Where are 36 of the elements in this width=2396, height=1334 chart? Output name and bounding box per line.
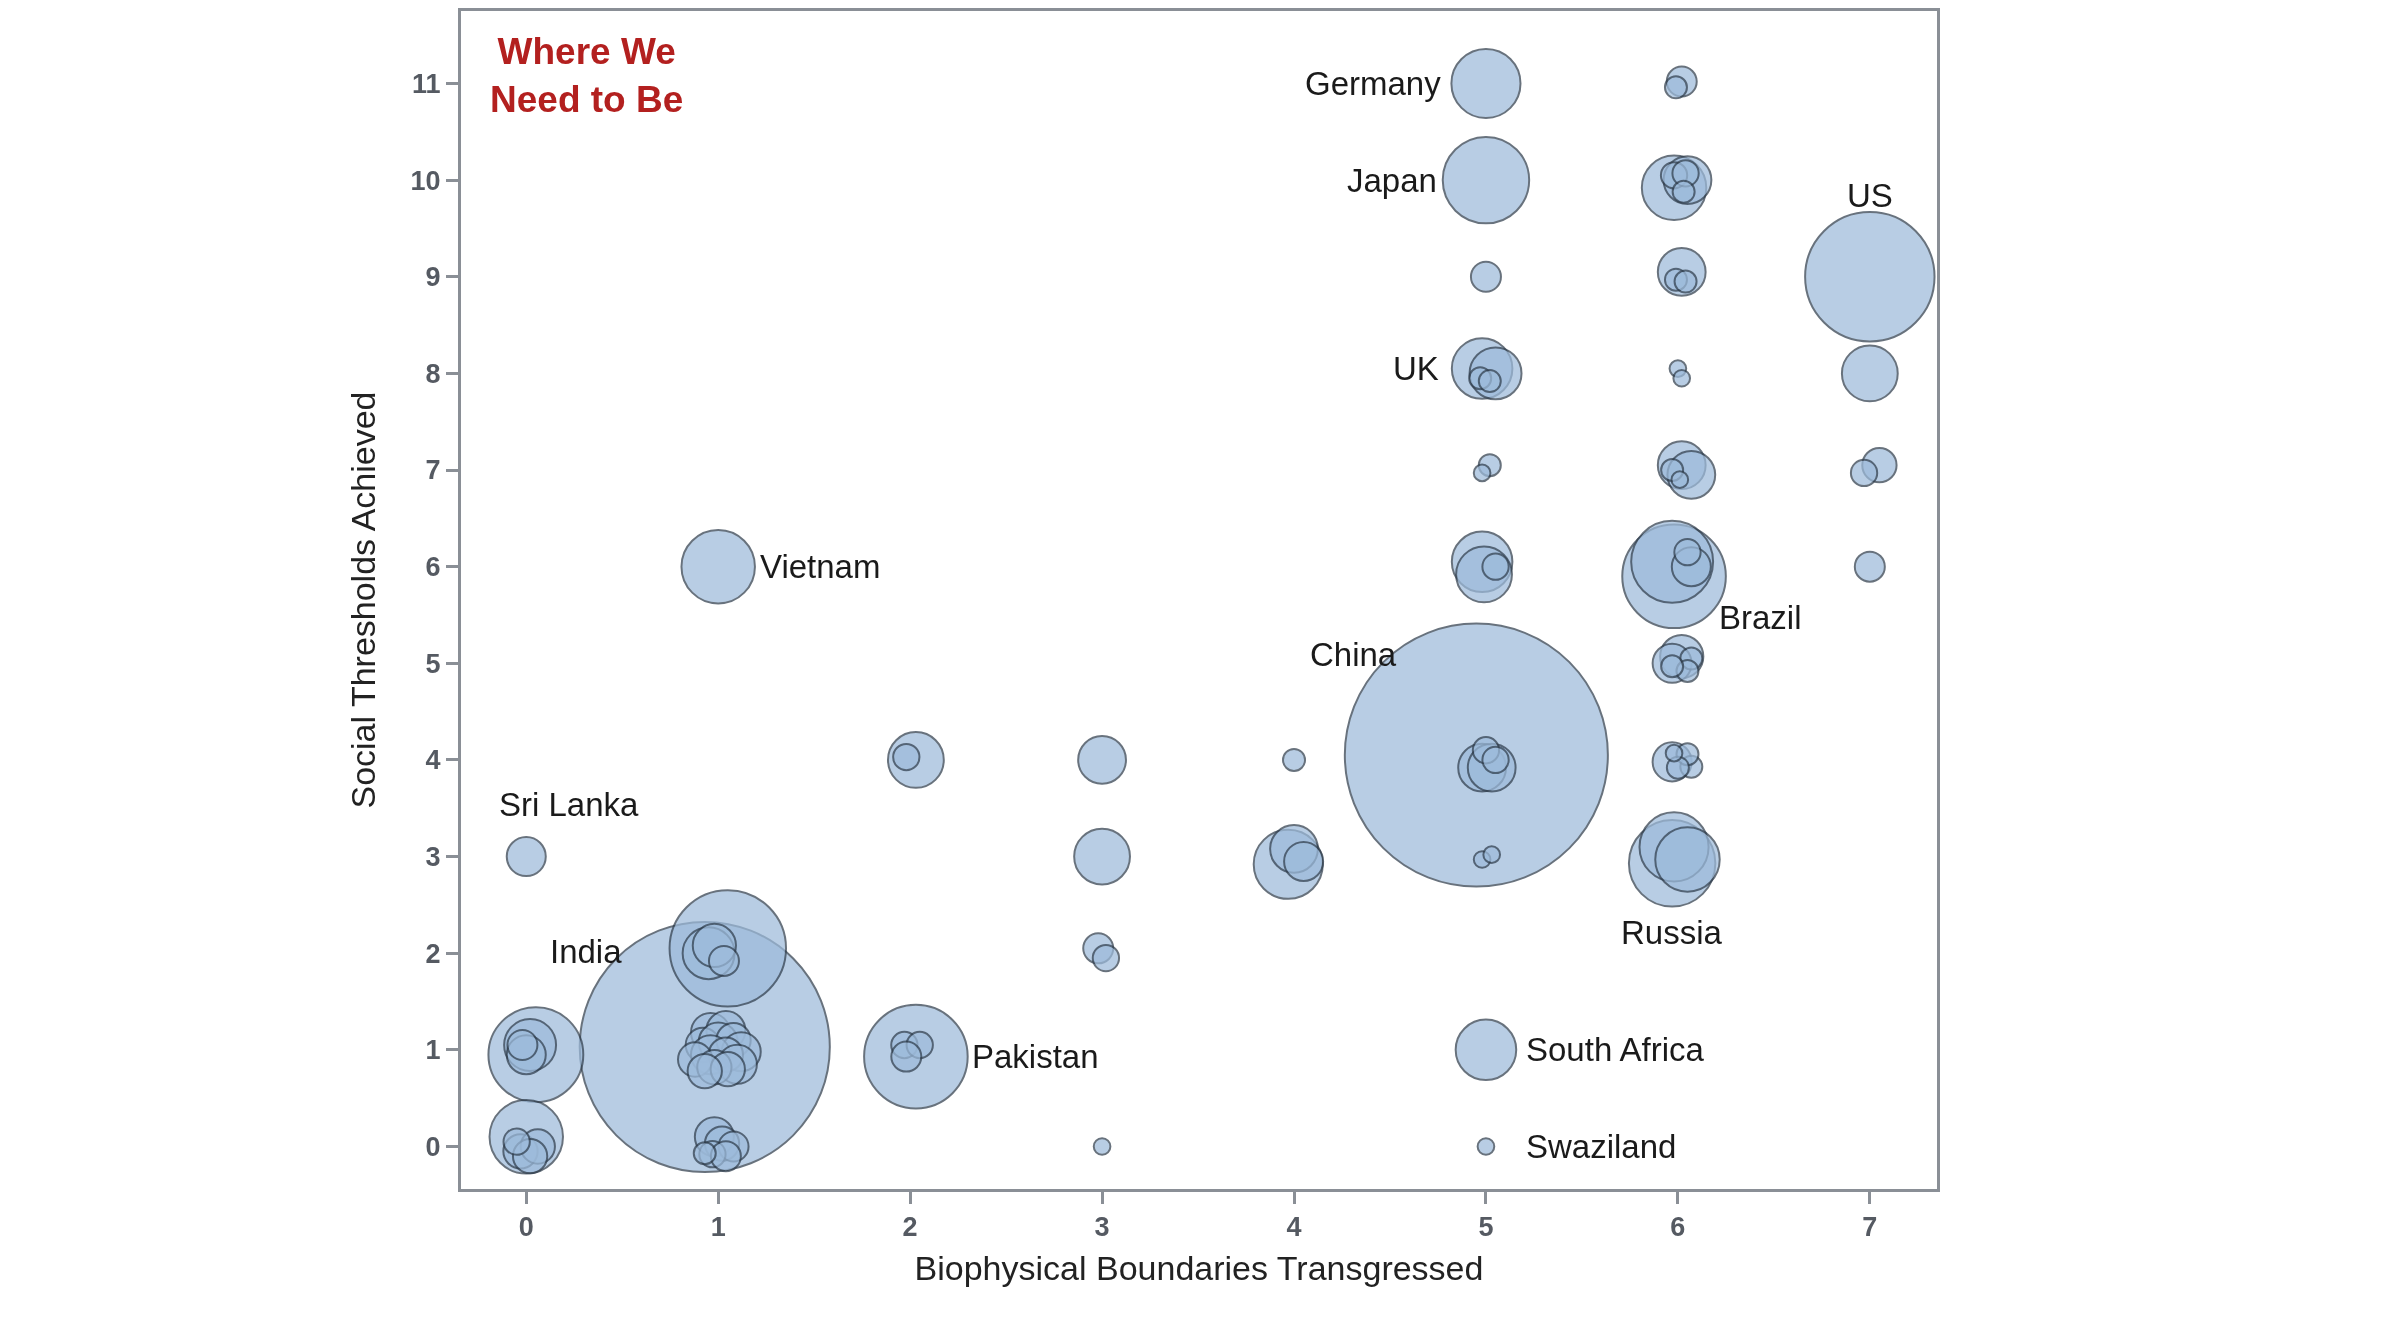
y-tick-label: 0 [425,1131,441,1162]
y-tick-label: 11 [412,68,441,99]
annotation: Brazil [1719,599,1802,636]
y-tick-label: 4 [425,745,441,776]
x-axis-title: Biophysical Boundaries Transgressed [914,1248,1484,1287]
y-tick-label: 6 [425,552,441,583]
y-tick-label: 5 [425,648,441,679]
x-tick-label: 7 [1862,1212,1878,1243]
y-tick-label: 8 [425,358,441,389]
x-tick-label: 0 [518,1212,534,1243]
annotation: China [1310,636,1397,673]
y-tick-label: 7 [425,455,441,486]
x-tick-label: 6 [1670,1212,1686,1243]
x-tick-label: 4 [1286,1212,1302,1243]
y-tick-label: 1 [425,1035,441,1066]
annotation: UK [1393,350,1439,387]
y-axis-title: Social Thresholds Achieved [344,391,383,809]
annotation: Pakistan [972,1038,1099,1075]
annotation: Japan [1347,162,1437,199]
annotation: Russia [1621,914,1723,951]
annotation: Sri Lanka [499,786,640,823]
x-tick-label: 1 [710,1212,726,1243]
annotation: Vietnam [760,548,881,585]
x-tick-label: 3 [1094,1212,1110,1243]
y-tick-label: 10 [410,165,441,196]
annotation: India [550,933,623,970]
annotation: South Africa [1526,1031,1705,1068]
y-tick-label: 9 [425,262,441,293]
annotation: Swaziland [1526,1128,1677,1165]
x-tick-label: 5 [1478,1212,1494,1243]
x-tick-label: 2 [902,1212,918,1243]
annotation: US [1847,177,1893,214]
y-tick-label: 2 [425,938,441,969]
text: Where We Need to Be [490,31,684,121]
y-tick-label: 3 [425,842,441,873]
annotation: Germany [1305,65,1442,102]
